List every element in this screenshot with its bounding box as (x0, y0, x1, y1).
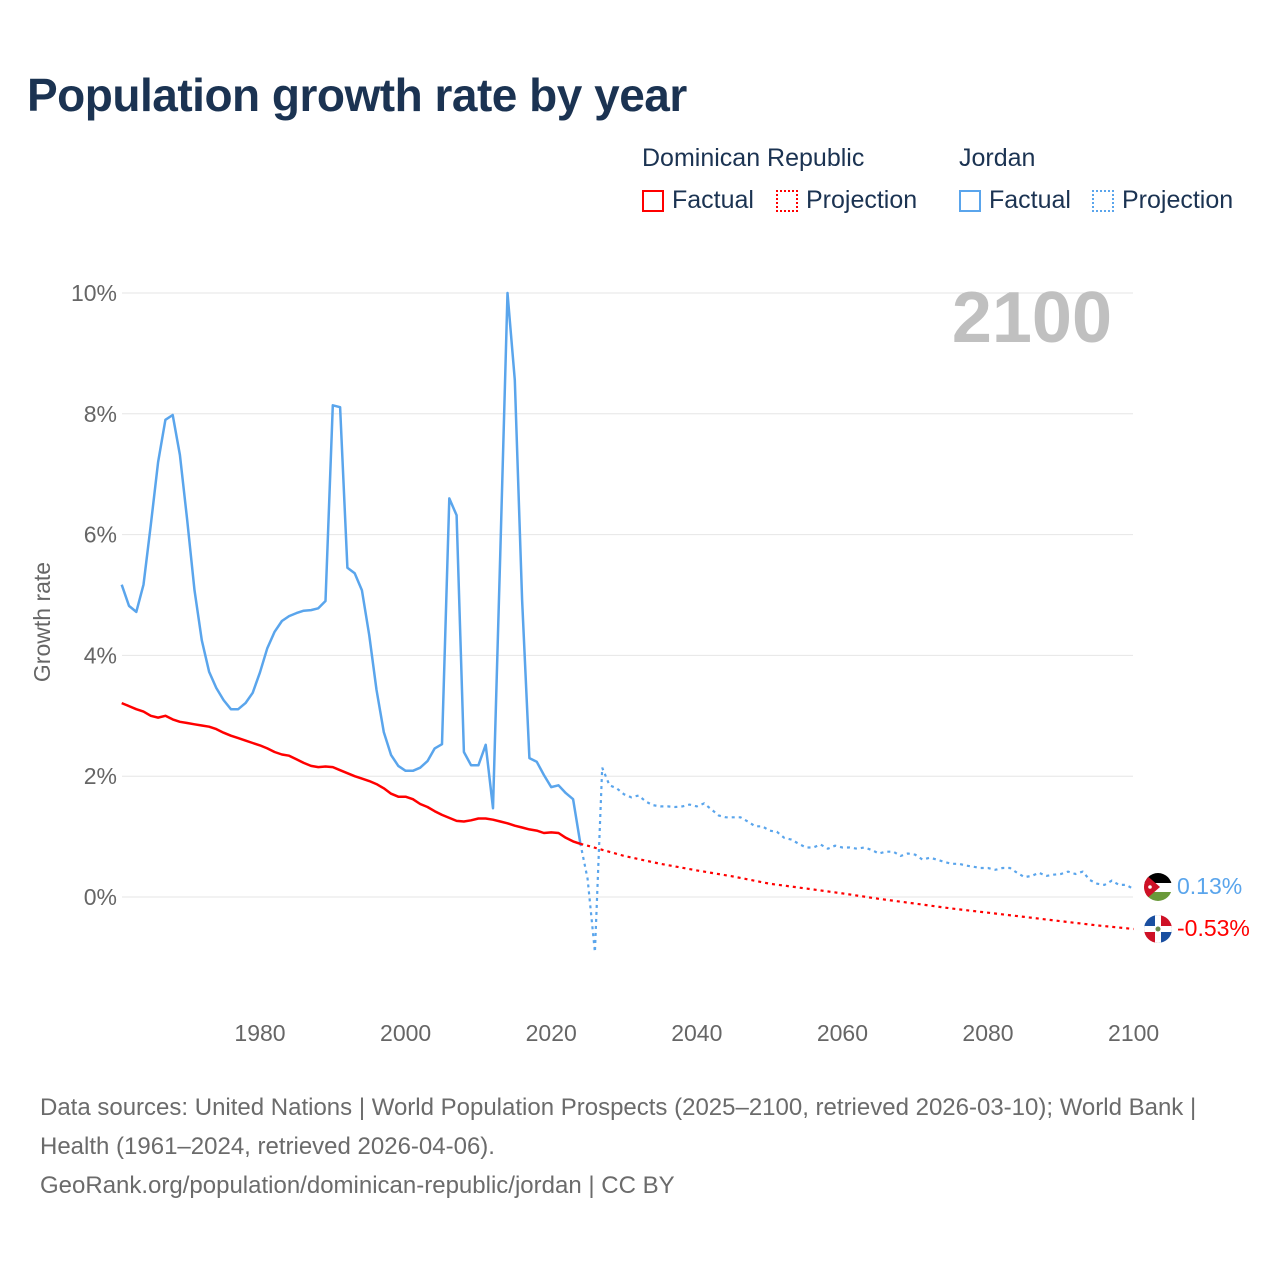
footer: Data sources: United Nations | World Pop… (40, 1088, 1240, 1205)
legend-swatch-dotted-blue (1092, 189, 1114, 212)
x-tick-label: 2100 (1108, 1020, 1159, 1046)
legend-swatch-solid-red (642, 189, 664, 212)
jordan-factual-line (120, 291, 582, 844)
legend-label: Factual (989, 186, 1071, 214)
jordan-projection-line (579, 767, 1135, 953)
y-tick-label: 4% (84, 642, 117, 668)
dominican-republic-projection-line (580, 842, 1134, 931)
legend-jordan-projection[interactable]: Projection (1092, 186, 1233, 215)
x-tick-label: 2060 (817, 1020, 868, 1046)
legend-group-jordan: Jordan (959, 144, 1036, 172)
x-axis-ticks: 1980 2000 2020 2040 2060 2080 2100 (234, 1020, 1159, 1046)
dominican-republic-factual-line (121, 701, 581, 845)
dominican-republic-flag-icon (1144, 915, 1172, 943)
x-tick-label: 2080 (962, 1020, 1013, 1046)
y-axis-ticks: 0% 2% 4% 6% 8% 10% (71, 280, 117, 910)
y-tick-label: 0% (84, 884, 117, 910)
dominican-republic-end-value: -0.53% (1177, 915, 1250, 941)
legend-jordan-factual[interactable]: Factual (959, 186, 1071, 215)
y-tick-label: 2% (84, 763, 117, 789)
gridlines (122, 292, 1133, 898)
legend-swatch-solid-blue (959, 189, 981, 212)
jordan-flag-icon (1144, 873, 1172, 901)
x-tick-label: 2040 (671, 1020, 722, 1046)
year-label: 2100 (952, 278, 1112, 358)
y-axis-label: Growth rate (29, 562, 55, 682)
legend-dr-projection[interactable]: Projection (776, 186, 917, 215)
legend-group-dominican-republic: Dominican Republic (642, 144, 865, 172)
legend-label: Projection (1122, 186, 1234, 214)
x-tick-label: 2000 (380, 1020, 431, 1046)
chart-title: Population growth rate by year (27, 69, 687, 121)
x-tick-label: 2020 (526, 1020, 577, 1046)
y-tick-label: 10% (71, 280, 117, 306)
series-lines (120, 291, 1135, 953)
legend-label: Factual (672, 186, 754, 214)
y-tick-label: 6% (84, 522, 117, 548)
data-sources: Data sources: United Nations | World Pop… (40, 1094, 1197, 1160)
x-tick-label: 1980 (234, 1020, 285, 1046)
jordan-end-value: 0.13% (1177, 873, 1242, 899)
source-link[interactable]: GeoRank.org/population/dominican-republi… (40, 1172, 675, 1199)
legend-dr-factual[interactable]: Factual (642, 186, 754, 215)
legend-label: Projection (806, 186, 918, 214)
legend-swatch-dotted-red (776, 189, 798, 212)
y-tick-label: 8% (84, 401, 117, 427)
